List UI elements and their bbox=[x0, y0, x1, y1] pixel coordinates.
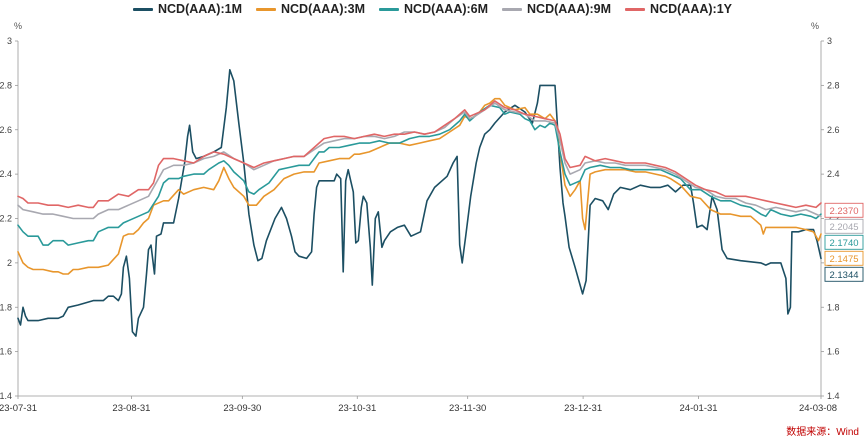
y-tick-label-left: 1.8 bbox=[0, 302, 12, 312]
y-tick-label-left: 1.6 bbox=[0, 347, 12, 357]
x-tick-label: 23-12-31 bbox=[564, 403, 602, 414]
end-value-label-0: 2.1344 bbox=[824, 266, 864, 282]
end-value-text: 2.1344 bbox=[829, 270, 858, 281]
y-tick-label-left: 2.8 bbox=[0, 80, 12, 90]
legend-swatch-6m bbox=[379, 7, 400, 11]
legend-swatch-1y bbox=[625, 7, 646, 11]
end-value-box bbox=[824, 234, 864, 250]
legend: NCD(AAA):1M NCD(AAA):3M NCD(AAA):6M NCD(… bbox=[0, 0, 865, 18]
legend-item-6m[interactable]: NCD(AAA):6M bbox=[379, 2, 488, 16]
y-tick-label-right: 2.2 bbox=[827, 214, 840, 224]
y-tick-label-right: 3 bbox=[827, 36, 832, 46]
x-tick-label: 23-07-31 bbox=[0, 403, 37, 414]
end-value-text: 2.1740 bbox=[829, 238, 858, 249]
end-value-label-3: 2.2045 bbox=[824, 218, 864, 234]
y-tick-label-right: 2.8 bbox=[827, 80, 840, 90]
y-tick-label-left: 2 bbox=[7, 258, 12, 268]
end-value-text: 2.2370 bbox=[829, 206, 858, 217]
x-tick-label: 24-03-08 bbox=[799, 403, 837, 414]
end-value-label-2: 2.1740 bbox=[824, 234, 864, 250]
series-line-0 bbox=[17, 69, 822, 337]
y-tick-label-right: 2.4 bbox=[827, 169, 840, 179]
legend-label-3m: NCD(AAA):3M bbox=[281, 2, 366, 16]
x-tick-label: 23-10-31 bbox=[338, 403, 376, 414]
y-tick-label-right: 1.6 bbox=[827, 347, 840, 357]
legend-label-9m: NCD(AAA):9M bbox=[527, 2, 612, 16]
y-tick-label-left: 2.2 bbox=[0, 214, 12, 224]
y-tick-label-right: 1.8 bbox=[827, 302, 840, 312]
legend-swatch-1m bbox=[132, 7, 153, 11]
y-tick-label-left: 2.6 bbox=[0, 125, 12, 135]
series-line-2 bbox=[17, 104, 822, 246]
x-tick-label: 24-01-31 bbox=[680, 403, 718, 414]
y-tick-label-left: 2.4 bbox=[0, 169, 12, 179]
x-tick-label: 23-08-31 bbox=[112, 403, 150, 414]
x-tick-label: 23-09-30 bbox=[223, 403, 261, 414]
source-note: 数据来源：Wind bbox=[786, 427, 859, 438]
end-value-text: 2.1475 bbox=[829, 254, 858, 265]
legend-item-3m[interactable]: NCD(AAA):3M bbox=[256, 2, 365, 16]
legend-swatch-9m bbox=[502, 7, 523, 11]
end-value-box bbox=[824, 202, 864, 218]
legend-label-1y: NCD(AAA):1Y bbox=[650, 2, 732, 16]
legend-item-1y[interactable]: NCD(AAA):1Y bbox=[625, 2, 732, 16]
end-value-label-1: 2.1475 bbox=[824, 250, 864, 266]
end-value-box bbox=[824, 266, 864, 282]
end-value-label-4: 2.2370 bbox=[824, 202, 864, 218]
series-line-1 bbox=[17, 97, 822, 275]
legend-item-1m[interactable]: NCD(AAA):1M bbox=[132, 2, 242, 16]
legend-label-1m: NCD(AAA):1M bbox=[157, 2, 242, 16]
legend-swatch-3m bbox=[256, 7, 276, 11]
y-tick-label-left: 1.4 bbox=[0, 391, 12, 401]
end-value-box bbox=[824, 218, 864, 234]
y-tick-label-left: 3 bbox=[7, 36, 12, 46]
left-axis-unit: % bbox=[14, 21, 23, 31]
series-line-4 bbox=[17, 100, 822, 209]
legend-item-9m[interactable]: NCD(AAA):9M bbox=[502, 2, 611, 16]
series-line-3 bbox=[17, 102, 822, 220]
end-value-text: 2.2045 bbox=[829, 222, 858, 233]
y-tick-label-right: 2.6 bbox=[827, 125, 840, 135]
x-tick-label: 23-11-30 bbox=[449, 403, 486, 414]
end-value-box bbox=[824, 250, 864, 266]
y-tick-label-right: 1.4 bbox=[827, 391, 840, 401]
right-axis-unit: % bbox=[811, 21, 820, 31]
legend-label-6m: NCD(AAA):6M bbox=[404, 2, 489, 16]
